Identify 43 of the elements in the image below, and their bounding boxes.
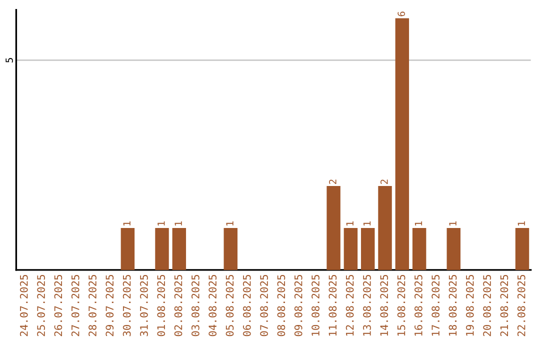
data-label: 1 bbox=[123, 221, 130, 226]
x-tick-label: 17.08.2025 bbox=[432, 274, 440, 336]
x-tick-label: 12.08.2025 bbox=[346, 274, 354, 336]
x-tick-label: 30.07.2025 bbox=[122, 274, 131, 336]
data-label: 6 bbox=[398, 12, 406, 16]
x-tick-label: 29.07.2025 bbox=[106, 274, 114, 336]
x-tick-label: 05.08.2025 bbox=[226, 274, 234, 336]
x-tick-label: 06.08.2025 bbox=[242, 274, 251, 336]
data-label: 1 bbox=[226, 221, 234, 226]
y-tick-label: 5 bbox=[6, 58, 13, 62]
x-tick-label: 24.07.2025 bbox=[20, 274, 28, 336]
data-label: 1 bbox=[414, 221, 422, 226]
x-tick-label: 09.08.2025 bbox=[294, 274, 302, 336]
x-tick-label: 04.08.2025 bbox=[208, 274, 217, 336]
x-tick-label: 01.08.2025 bbox=[157, 274, 166, 336]
data-label: 1 bbox=[346, 221, 354, 226]
x-tick-label: 14.08.2025 bbox=[380, 274, 388, 336]
x-tick-label: 31.07.2025 bbox=[140, 274, 148, 336]
data-label: 1 bbox=[518, 221, 525, 226]
x-tick-label: 11.08.2025 bbox=[328, 274, 337, 336]
data-label: 2 bbox=[380, 180, 388, 184]
data-label: 1 bbox=[363, 221, 371, 226]
x-tick-label: 21.08.2025 bbox=[500, 274, 508, 336]
data-label: 1 bbox=[449, 221, 456, 226]
x-tick-label: 19.08.2025 bbox=[466, 274, 474, 336]
x-tick-label: 18.08.2025 bbox=[448, 274, 457, 336]
x-tick-label: 08.08.2025 bbox=[277, 274, 286, 336]
x-tick-label: 10.08.2025 bbox=[312, 274, 320, 336]
x-tick-label: 22.08.2025 bbox=[517, 274, 526, 336]
x-tick-label: 20.08.2025 bbox=[483, 274, 491, 336]
data-label: 1 bbox=[158, 221, 165, 226]
x-tick-label: 15.08.2025 bbox=[397, 274, 406, 336]
x-tick-label: 03.08.2025 bbox=[191, 274, 200, 336]
x-tick-label: 28.07.2025 bbox=[88, 274, 96, 336]
x-tick-label: 07.08.2025 bbox=[260, 274, 268, 336]
x-tick-label: 16.08.2025 bbox=[414, 274, 422, 336]
x-tick-label: 26.07.2025 bbox=[54, 274, 62, 336]
data-label: 1 bbox=[174, 221, 182, 226]
x-tick-label: 27.07.2025 bbox=[71, 274, 80, 336]
x-tick-label: 13.08.2025 bbox=[363, 274, 371, 336]
data-label: 2 bbox=[329, 180, 336, 184]
x-tick-label: 25.07.2025 bbox=[37, 274, 45, 336]
x-tick-label: 02.08.2025 bbox=[174, 274, 182, 336]
